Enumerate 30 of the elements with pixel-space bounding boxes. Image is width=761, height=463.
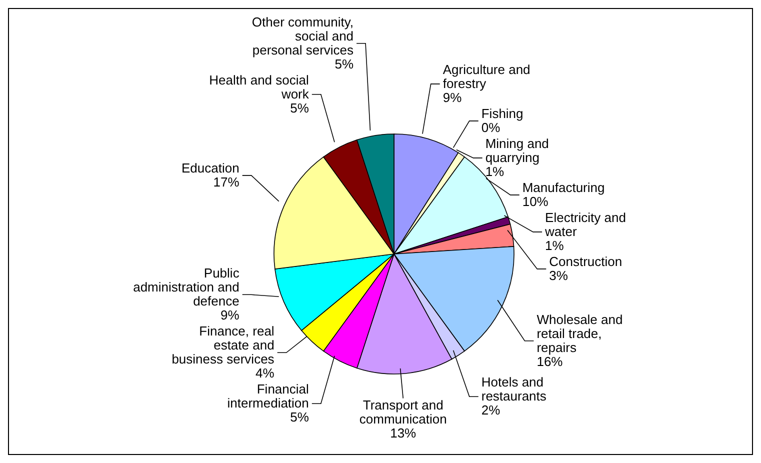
text: 0%: [481, 120, 500, 135]
data-label: 16%: [536, 354, 564, 369]
data-label: 13%: [390, 425, 417, 440]
slice-label: Agriculture and forestry: [442, 62, 530, 91]
slice-label: Finance, real estate and business services: [172, 324, 275, 367]
slice-label: Wholesale and retail trade, repairs: [536, 312, 623, 355]
category-label: Fishing: [481, 106, 524, 121]
data-label: 5%: [290, 100, 310, 116]
data-label: 10%: [522, 194, 549, 209]
slice-label: Hotels and restaurants: [481, 374, 547, 404]
data-label: 2%: [481, 402, 501, 418]
slice-label: Other community, social and personal services: [252, 14, 354, 58]
slice-label: Electricity and water: [544, 210, 626, 239]
data-label: 1%: [545, 238, 564, 253]
data-label: 3%: [549, 268, 568, 283]
slice-label: Health and social work: [209, 72, 310, 102]
data-label: 9%: [442, 90, 462, 105]
data-label: 4%: [256, 366, 275, 381]
slice-label: Public administration and defence: [133, 266, 240, 309]
slice-label: Financial intermediation: [227, 382, 310, 411]
slice-label: Manufacturing: [522, 180, 605, 195]
slice-label: Transport and communication: [359, 397, 447, 426]
data-label: 5%: [290, 410, 310, 425]
slice-label: Construction: [549, 254, 622, 269]
data-label: 1%: [485, 164, 505, 179]
data-label: 9%: [220, 308, 240, 323]
data-label: 17%: [213, 174, 240, 190]
slice-label: Mining and quarrying: [485, 136, 549, 165]
slice-label: Education: [182, 160, 240, 176]
data-label: 5%: [334, 56, 354, 72]
